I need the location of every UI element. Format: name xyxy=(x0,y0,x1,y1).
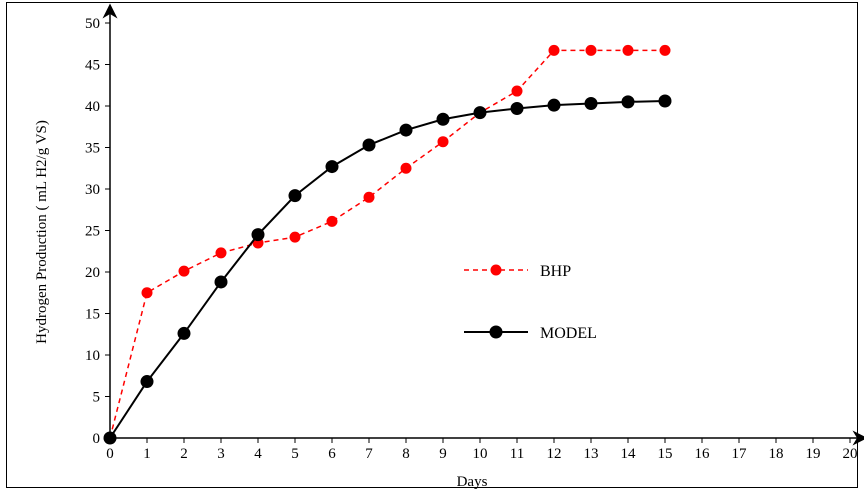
x-tick-label: 9 xyxy=(439,446,447,462)
legend-marker-model xyxy=(489,325,503,339)
data-point-model xyxy=(177,326,191,340)
x-tick-label: 20 xyxy=(843,446,858,462)
series-model xyxy=(103,94,672,445)
data-point-model xyxy=(658,94,672,108)
data-point-model xyxy=(325,160,339,174)
x-tick-label: 18 xyxy=(769,446,784,462)
data-point-model xyxy=(547,98,561,112)
data-point-bhp xyxy=(178,265,190,277)
data-point-model xyxy=(584,97,598,111)
x-tick-label: 13 xyxy=(584,446,599,462)
x-tick-label: 19 xyxy=(806,446,821,462)
x-axis-title: Days xyxy=(457,474,488,490)
y-axis-title: Hydrogen Production ( mL H2/g VS) xyxy=(34,120,50,344)
data-point-bhp xyxy=(659,44,671,56)
y-tick-label: 25 xyxy=(85,224,100,240)
axes xyxy=(102,3,864,446)
data-point-model xyxy=(436,112,450,126)
y-tick-label: 15 xyxy=(85,307,100,323)
series-bhp xyxy=(104,44,671,444)
x-tick-label: 11 xyxy=(510,446,524,462)
x-tick-label: 1 xyxy=(143,446,151,462)
data-point-bhp xyxy=(141,287,153,299)
legend-label-model: MODEL xyxy=(540,325,597,342)
data-point-model xyxy=(251,228,265,242)
x-tick-label: 8 xyxy=(402,446,410,462)
y-tick-label: 30 xyxy=(85,182,100,198)
y-tick-label: 45 xyxy=(85,58,100,74)
legend: BHP MODEL xyxy=(464,263,597,342)
data-point-model xyxy=(288,189,302,203)
x-tick-label: 6 xyxy=(328,446,336,462)
data-point-model xyxy=(140,375,154,389)
data-point-model xyxy=(103,431,117,445)
data-point-bhp xyxy=(437,136,449,148)
y-tick-label: 0 xyxy=(93,431,101,447)
chart-frame xyxy=(6,2,858,488)
series-group xyxy=(103,44,672,445)
data-point-model xyxy=(362,138,376,152)
x-tick-label: 16 xyxy=(695,446,711,462)
series-line-model xyxy=(109,100,666,439)
data-point-model xyxy=(473,106,487,120)
series-line-bhp xyxy=(109,49,665,439)
x-tick-label: 2 xyxy=(180,446,188,462)
x-tick-label: 14 xyxy=(621,446,637,462)
x-tick-label: 4 xyxy=(254,446,262,462)
data-point-bhp xyxy=(622,44,634,56)
tick-labels: 0 1 2 3 4 5 6 7 8 9 10 11 12 13 14 15 16 17 18 19 2005101520… xyxy=(85,16,858,462)
x-tick-label: 10 xyxy=(473,446,488,462)
data-point-bhp xyxy=(585,44,597,56)
x-tick-label: 17 xyxy=(732,446,748,462)
data-point-bhp xyxy=(511,85,523,97)
tick-marks xyxy=(105,22,851,443)
data-point-bhp xyxy=(215,247,227,259)
legend-marker-bhp xyxy=(490,264,502,276)
x-tick-label: 0 xyxy=(106,446,114,462)
y-tick-label: 40 xyxy=(85,99,100,115)
y-tick-label: 5 xyxy=(93,390,101,406)
y-tick-label: 10 xyxy=(85,348,100,364)
data-point-model xyxy=(621,95,635,109)
data-point-bhp xyxy=(548,44,560,56)
x-tick-label: 5 xyxy=(291,446,299,462)
y-tick-label: 20 xyxy=(85,265,100,281)
legend-item-bhp: BHP xyxy=(464,263,571,280)
x-tick-label: 7 xyxy=(365,446,373,462)
x-tick-label: 12 xyxy=(547,446,562,462)
y-tick-label: 50 xyxy=(85,16,100,32)
legend-item-model: MODEL xyxy=(464,325,597,342)
data-point-bhp xyxy=(326,215,338,227)
data-point-model xyxy=(214,275,228,289)
data-point-bhp xyxy=(289,231,301,243)
data-point-bhp xyxy=(363,191,375,203)
data-point-model xyxy=(510,101,524,115)
legend-label-bhp: BHP xyxy=(540,263,571,280)
y-tick-label: 35 xyxy=(85,141,100,157)
x-tick-label: 15 xyxy=(658,446,673,462)
data-point-bhp xyxy=(400,162,412,174)
data-point-model xyxy=(399,123,413,137)
x-tick-label: 3 xyxy=(217,446,225,462)
